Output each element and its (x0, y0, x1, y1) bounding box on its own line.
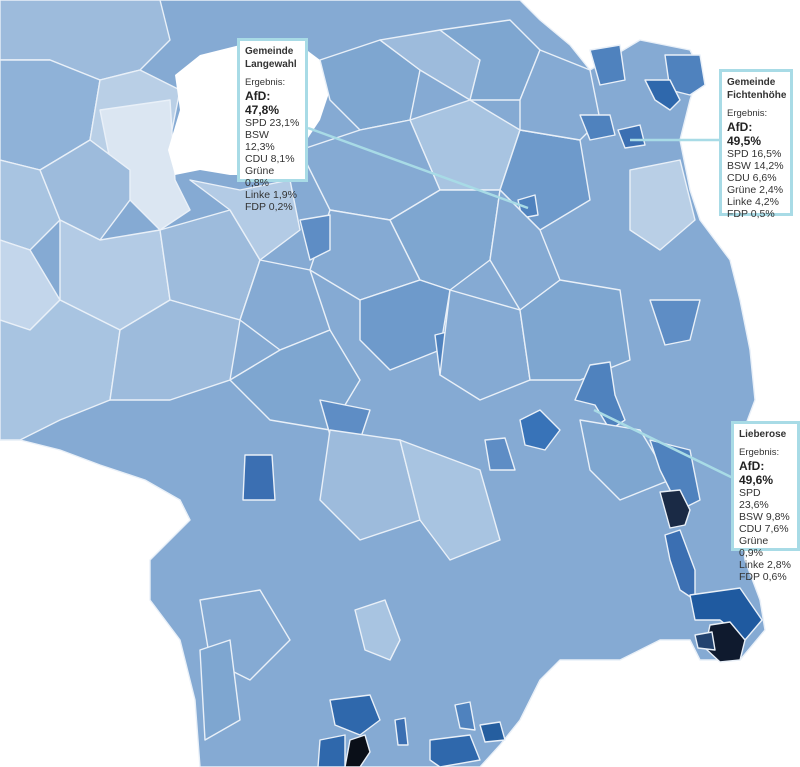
party-result: Grüne 0,8% (245, 165, 275, 189)
party-result: CDU 6,6% (727, 172, 777, 184)
region[interactable] (299, 214, 331, 261)
region-darkest[interactable] (659, 489, 691, 529)
callout-fichtenhoehe: Gemeinde Fichtenhöhe Ergebnis: AfD: 49,5… (719, 69, 793, 220)
party-result: FDP 0,6% (739, 571, 787, 583)
region[interactable] (479, 721, 506, 743)
callout-title: Langewahl (245, 59, 297, 70)
party-result: CDU 7,6% (739, 523, 789, 535)
region[interactable] (519, 279, 631, 381)
region[interactable] (429, 734, 481, 767)
region[interactable] (329, 694, 381, 736)
party-result: BSW 14,2% (727, 160, 784, 172)
leader-lines (307, 126, 734, 480)
afd-result: AfD: 49,6% (739, 459, 774, 487)
region[interactable] (454, 701, 476, 731)
party-result: BSW 12,3% (245, 129, 275, 153)
region[interactable] (399, 439, 501, 561)
region-darkest[interactable] (344, 734, 371, 767)
party-result: FDP 0,5% (727, 208, 775, 220)
region[interactable] (199, 639, 241, 741)
result-label: Ergebnis: (727, 108, 768, 119)
region[interactable] (239, 259, 331, 351)
party-result: Linke 4,2% (727, 196, 779, 208)
region[interactable] (484, 437, 516, 471)
callout-title: Fichtenhöhe (727, 90, 787, 101)
region[interactable] (629, 159, 696, 251)
party-result: SPD 23,1% (245, 117, 300, 129)
leader-line-lieberose (593, 408, 734, 480)
region[interactable] (319, 429, 421, 541)
party-result: Linke 2,8% (739, 559, 791, 571)
party-result: CDU 8,1% (245, 153, 295, 165)
afd-result: AfD: 47,8% (245, 89, 280, 117)
map-regions (0, 0, 766, 767)
region[interactable] (439, 289, 531, 401)
party-result: FDP 0,2% (245, 201, 293, 213)
party-result: Grüne 0,9% (739, 535, 769, 559)
callout-title: Gemeinde (245, 46, 294, 57)
callout-lieberose: Lieberose Ergebnis: AfD: 49,6% SPD 23,6%… (731, 421, 800, 583)
region[interactable] (589, 44, 626, 86)
party-result: Linke 1,9% (245, 189, 297, 201)
region[interactable] (519, 409, 561, 451)
callout-langewahl: Gemeinde Langewahl Ergebnis: AfD: 47,8% … (237, 38, 308, 213)
result-label: Ergebnis: (245, 77, 286, 88)
region[interactable] (694, 631, 716, 651)
region[interactable] (574, 361, 626, 431)
callout-title: Lieberose (739, 429, 787, 440)
region[interactable] (242, 454, 276, 501)
leader-line-langewahl (307, 126, 529, 210)
afd-result: AfD: 49,5% (727, 120, 762, 148)
region[interactable] (354, 599, 401, 661)
party-result: SPD 16,5% (727, 148, 782, 160)
callout-title: Gemeinde (727, 77, 776, 88)
region[interactable] (649, 299, 701, 346)
result-label: Ergebnis: (739, 447, 780, 458)
region[interactable] (317, 734, 346, 767)
region[interactable] (189, 179, 301, 261)
party-result: Grüne 2,4% (727, 184, 784, 196)
region[interactable] (394, 717, 409, 746)
region[interactable] (617, 124, 646, 149)
party-result: BSW 9,8% (739, 511, 790, 523)
region[interactable] (644, 79, 681, 111)
party-result: SPD 23,6% (739, 487, 769, 511)
region[interactable] (579, 114, 616, 141)
region[interactable] (489, 189, 561, 311)
region[interactable] (649, 439, 701, 511)
